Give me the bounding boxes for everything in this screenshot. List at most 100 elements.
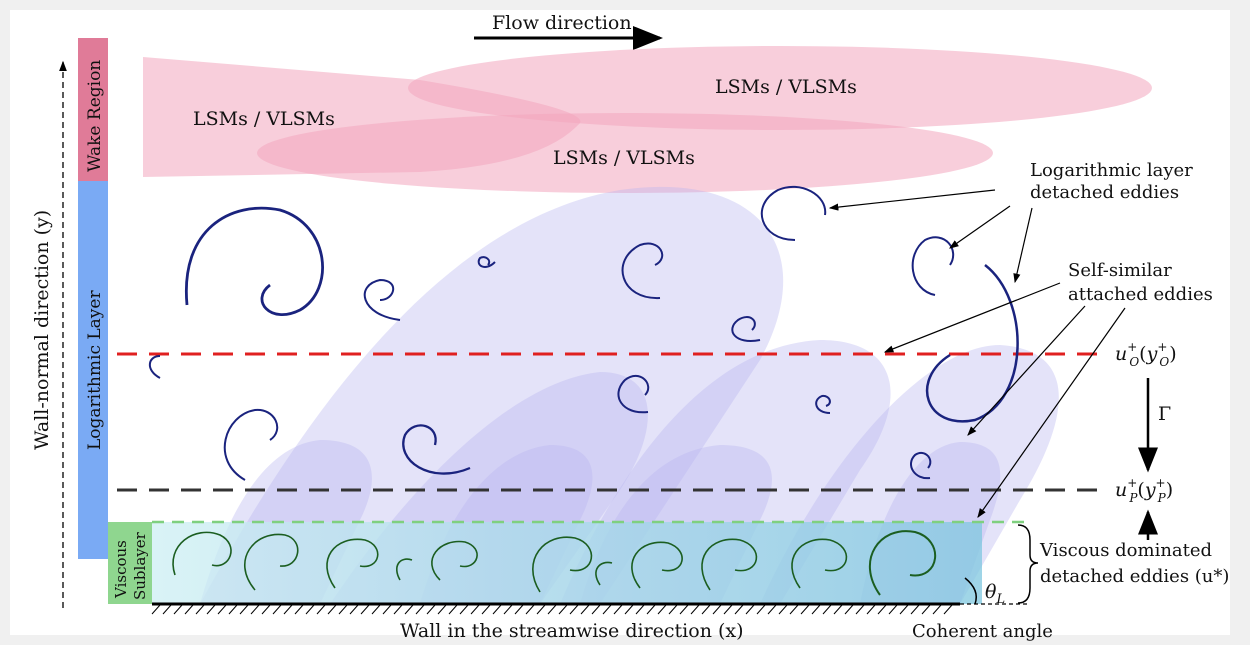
self-similar-pointer-2	[967, 305, 1086, 436]
self-similar-label-2: attached eddies	[1068, 284, 1213, 305]
viscous-label-line1: Viscous	[112, 540, 130, 599]
hatch-mark	[767, 604, 777, 615]
self-similar-label-1: Self-similar	[1068, 260, 1172, 281]
hatch-mark	[415, 604, 425, 615]
hatch-mark	[800, 604, 810, 615]
detached-eddy	[621, 242, 664, 300]
hatch-mark	[635, 604, 645, 615]
hatch-mark	[745, 604, 755, 615]
hatch-mark	[888, 604, 898, 615]
hatch-mark	[305, 604, 315, 615]
hatch-mark	[844, 604, 854, 615]
hatch-mark	[525, 604, 535, 615]
hatch-mark	[151, 604, 161, 615]
lsm-shape-upper	[408, 46, 1152, 130]
hatch-mark	[404, 604, 414, 615]
lsm-shape-lower	[257, 113, 993, 193]
hatch-mark	[338, 604, 348, 615]
detached-eddy	[910, 451, 932, 480]
hatch-mark	[734, 604, 744, 615]
hatch-mark	[459, 604, 469, 615]
detached-eddy	[911, 236, 955, 296]
hatch-mark	[349, 604, 359, 615]
outer-level-label: u+ O(y+ O)	[1115, 340, 1177, 369]
viscous-eddy	[791, 538, 848, 589]
hatch-mark	[426, 604, 436, 615]
gamma-label: Γ	[1158, 403, 1171, 425]
hatch-mark	[932, 604, 942, 615]
hatch-mark	[283, 604, 293, 615]
viscous-eddy	[595, 561, 613, 586]
hatch-mark	[558, 604, 568, 615]
viscous-eddy	[326, 538, 379, 589]
wall-hatching	[151, 604, 953, 615]
hatch-mark	[822, 604, 832, 615]
viscous-dominated-label-1: Viscous dominated	[1039, 540, 1212, 561]
hatch-mark	[316, 604, 326, 615]
hatch-mark	[701, 604, 711, 615]
wake-region-bar	[78, 38, 108, 181]
hatch-mark	[536, 604, 546, 615]
detached-eddy	[184, 206, 324, 316]
detached-eddy	[477, 256, 496, 268]
hatch-mark	[591, 604, 601, 615]
hatch-mark	[723, 604, 733, 615]
wall-normal-label: Wall-normal direction (y)	[31, 210, 53, 450]
detached-eddy	[617, 374, 650, 414]
hatch-mark	[569, 604, 579, 615]
flow-direction-label: Flow direction	[492, 12, 632, 34]
viscous-dominated-label-2: detached eddies (u*)	[1040, 566, 1229, 587]
viscous-eddies	[172, 530, 937, 596]
coherent-angle-label: Coherent angle	[912, 621, 1053, 642]
viscous-eddy	[243, 533, 299, 591]
hatch-mark	[657, 604, 667, 615]
lsm-structures	[143, 46, 1152, 193]
hatch-mark	[195, 604, 205, 615]
hatch-mark	[855, 604, 865, 615]
hatch-mark	[943, 604, 953, 615]
hatch-mark	[833, 604, 843, 615]
hatch-mark	[866, 604, 876, 615]
hatch-mark	[481, 604, 491, 615]
hatch-mark	[624, 604, 634, 615]
hatch-mark	[239, 604, 249, 615]
hatch-mark	[173, 604, 183, 615]
hatch-mark	[778, 604, 788, 615]
hatch-mark	[503, 604, 513, 615]
hatch-mark	[921, 604, 931, 615]
viscous-label-line2: Sublayer	[131, 531, 149, 600]
hatch-mark	[228, 604, 238, 615]
viscous-eddy	[431, 540, 478, 581]
log-detached-pointer-1	[828, 189, 996, 211]
detached-eddy	[363, 278, 401, 321]
wake-region-label: Wake Region	[85, 60, 105, 172]
hatch-mark	[646, 604, 656, 615]
hatch-mark	[272, 604, 282, 615]
hatch-mark	[712, 604, 722, 615]
lsm-label-left: LSMs / VLSMs	[193, 108, 335, 130]
hatch-mark	[382, 604, 392, 615]
hatch-mark	[679, 604, 689, 615]
log-layer-label: Logarithmic Layer	[85, 290, 105, 450]
hatch-mark	[789, 604, 799, 615]
viscous-eddy	[532, 536, 593, 593]
detached-eddy	[148, 355, 161, 379]
detached-eddy	[815, 394, 831, 414]
detached-eddy	[402, 424, 471, 475]
hatch-mark	[448, 604, 458, 615]
hatch-mark	[360, 604, 370, 615]
log-layer-bar	[78, 181, 108, 559]
hatch-mark	[162, 604, 172, 615]
hatch-mark	[371, 604, 381, 615]
viscous-eddy	[631, 541, 683, 589]
hatch-mark	[602, 604, 612, 615]
viscous-eddy	[396, 558, 413, 581]
attached-eddy-large	[200, 186, 784, 605]
lsm-label-lower: LSMs / VLSMs	[553, 147, 695, 169]
hatch-mark	[261, 604, 271, 615]
log-detached-label-2: detached eddies	[1030, 182, 1179, 203]
hatch-mark	[294, 604, 304, 615]
hatch-mark	[899, 604, 909, 615]
viscous-brace	[1017, 524, 1039, 604]
